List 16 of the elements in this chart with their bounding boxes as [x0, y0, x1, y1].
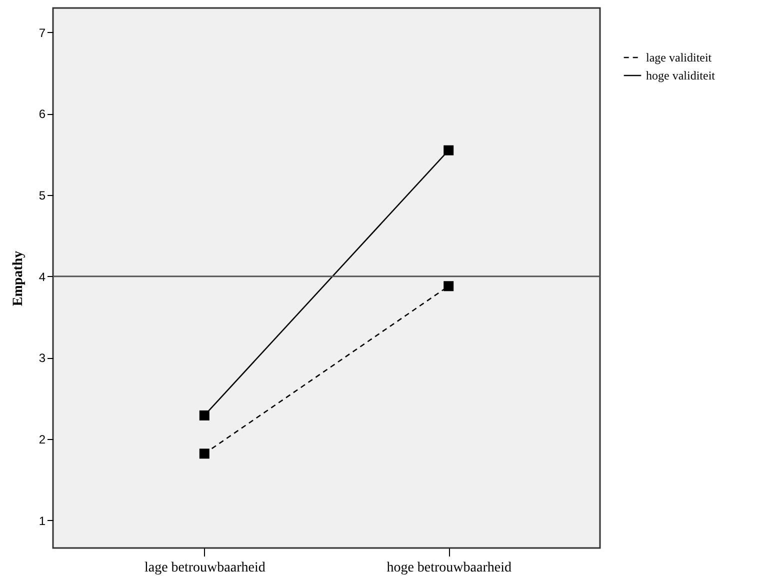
y-tick-label: 5 [38, 188, 46, 203]
point [199, 410, 210, 420]
y-tick-label: 2 [38, 432, 46, 447]
point [444, 281, 454, 292]
point [444, 145, 454, 156]
x-tick-label: lage betrouwbaarheid [144, 560, 266, 576]
y-tick-label: 6 [38, 107, 46, 122]
y-tick-label: 1 [38, 514, 46, 528]
y-axis-title: Empathy [10, 250, 26, 306]
y-tick-label: 7 [38, 26, 46, 40]
point [199, 448, 210, 459]
x-tick-label: hoge betrouwbaarheid [386, 560, 512, 576]
y-tick-label: 4 [38, 270, 46, 284]
legend-label: lage validiteit [646, 50, 712, 64]
legend-label: hoge validiteit [646, 68, 716, 82]
y-tick-label: 3 [38, 351, 46, 366]
